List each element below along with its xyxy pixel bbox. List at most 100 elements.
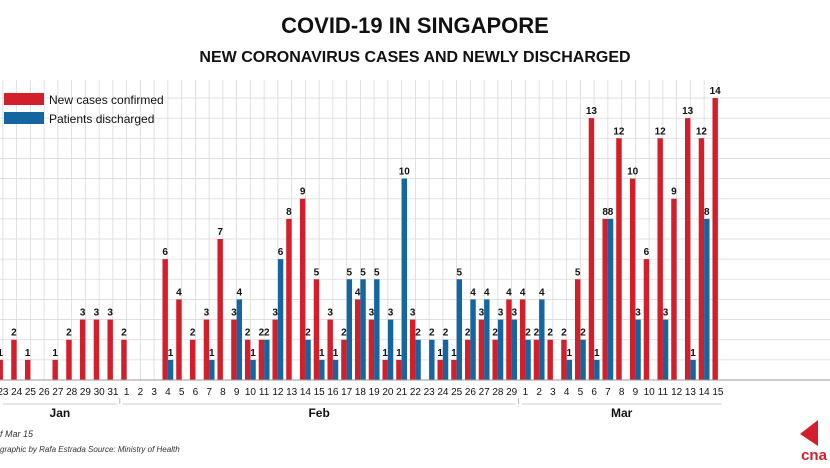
x-tick-label: 7 — [605, 387, 611, 398]
bar-new — [244, 339, 251, 380]
x-axis: 23 24 25 26 27 28 29 30 31 1 2 3 4 5 6 7 8 9 10 11 12 13 14 15 1… — [0, 379, 830, 420]
x-tick-label: 30 — [94, 387, 106, 398]
data-label-new: 10 — [627, 167, 639, 178]
bar-new — [492, 339, 498, 380]
bar-new — [327, 319, 333, 380]
data-label-new: 2 — [11, 328, 17, 339]
data-label-new: 6 — [162, 247, 168, 258]
x-tick-label: 15 — [314, 387, 326, 398]
bar-new — [341, 339, 347, 380]
bar-new — [409, 319, 416, 380]
x-tick-label: 11 — [658, 387, 669, 398]
data-label-new: 8 — [286, 207, 292, 218]
bar-discharged — [525, 339, 531, 380]
data-label-new: 6 — [644, 247, 650, 258]
bar-new — [231, 319, 237, 380]
data-label-discharged: 1 — [567, 348, 573, 359]
data-label-discharged: 1 — [594, 348, 600, 359]
data-label-new: 2 — [547, 328, 553, 339]
x-tick-label: 8 — [220, 387, 226, 398]
x-tick-label: 12 — [272, 387, 284, 398]
data-label-new: 4 — [176, 287, 182, 298]
bar-discharged — [346, 279, 353, 380]
bar-new — [0, 359, 3, 380]
bar-new — [79, 319, 86, 380]
data-label-new: 12 — [655, 126, 667, 137]
bar-discharged — [484, 299, 490, 380]
month-label: Feb — [308, 406, 329, 420]
data-label-new: 3 — [107, 308, 113, 319]
x-tick-label: 4 — [165, 387, 171, 398]
x-tick-label: 23 — [424, 387, 436, 398]
bar-new — [162, 259, 168, 380]
bar-new — [451, 359, 457, 380]
bar-new — [464, 339, 471, 380]
bar-discharged — [374, 279, 380, 380]
x-tick-label: 4 — [564, 387, 570, 398]
x-tick-label: 15 — [712, 387, 724, 398]
bar-new — [299, 198, 306, 380]
bar-discharged — [497, 319, 504, 380]
bar-new — [382, 359, 388, 380]
bar-new — [368, 319, 375, 380]
x-tick-label: 8 — [619, 387, 625, 398]
data-label-discharged: 1 — [319, 348, 325, 359]
bar-discharged — [511, 319, 518, 380]
data-label-new: 2 — [190, 328, 196, 339]
bar-new — [712, 98, 718, 380]
x-tick-label: 28 — [492, 387, 504, 398]
data-label-discharged: 2 — [443, 328, 449, 339]
data-label-new: 2 — [561, 328, 567, 339]
x-tick-label: 16 — [327, 387, 339, 398]
bar-discharged — [360, 279, 366, 380]
bar-new — [643, 259, 650, 380]
data-label-new: 3 — [479, 308, 485, 319]
bar-discharged — [277, 259, 284, 380]
bar-new — [189, 339, 196, 380]
data-label-discharged: 4 — [539, 287, 545, 298]
legend-label-discharged: Patients discharged — [49, 112, 154, 126]
bar-new — [602, 218, 608, 380]
bar-new — [519, 299, 526, 380]
bar-new — [66, 339, 72, 380]
x-tick-label: 5 — [179, 387, 185, 398]
bar-new — [671, 198, 677, 380]
bar-new — [561, 339, 567, 380]
x-tick-label: 26 — [39, 387, 51, 398]
x-tick-label: 9 — [234, 387, 240, 398]
x-tick-label: 19 — [369, 387, 381, 398]
data-label-discharged: 5 — [374, 267, 380, 278]
x-tick-label: 25 — [25, 387, 37, 398]
data-label-new: 1 — [0, 348, 3, 359]
bar-discharged — [594, 359, 600, 380]
data-label-new: 3 — [80, 308, 86, 319]
bar-new — [176, 299, 182, 380]
bar-new — [272, 319, 278, 380]
x-tick-label: 3 — [151, 387, 157, 398]
data-label-new: 1 — [451, 348, 457, 359]
data-label-new: 8 — [602, 207, 608, 218]
bar-new — [203, 319, 210, 380]
bar-discharged — [415, 339, 421, 380]
x-tick-label: 24 — [437, 387, 449, 398]
data-label-discharged: 8 — [608, 207, 614, 218]
bar-discharged — [250, 359, 256, 380]
data-label-new: 2 — [259, 328, 265, 339]
bar-discharged — [305, 339, 311, 380]
data-label-new: 12 — [696, 126, 708, 137]
data-label-discharged: 4 — [237, 287, 243, 298]
bar-discharged — [167, 359, 174, 380]
bar-new — [24, 359, 31, 380]
data-label-discharged: 2 — [415, 328, 421, 339]
data-label-new: 14 — [710, 86, 722, 97]
bar-new — [506, 299, 512, 380]
bar-new — [574, 279, 581, 380]
data-label-discharged: 5 — [347, 267, 353, 278]
data-label-discharged: 8 — [704, 207, 710, 218]
data-label-discharged: 3 — [663, 308, 669, 319]
x-tick-label: 1 — [523, 387, 529, 398]
data-label-discharged: 1 — [250, 348, 256, 359]
data-label-new: 2 — [534, 328, 540, 339]
x-tick-label: 7 — [206, 387, 212, 398]
